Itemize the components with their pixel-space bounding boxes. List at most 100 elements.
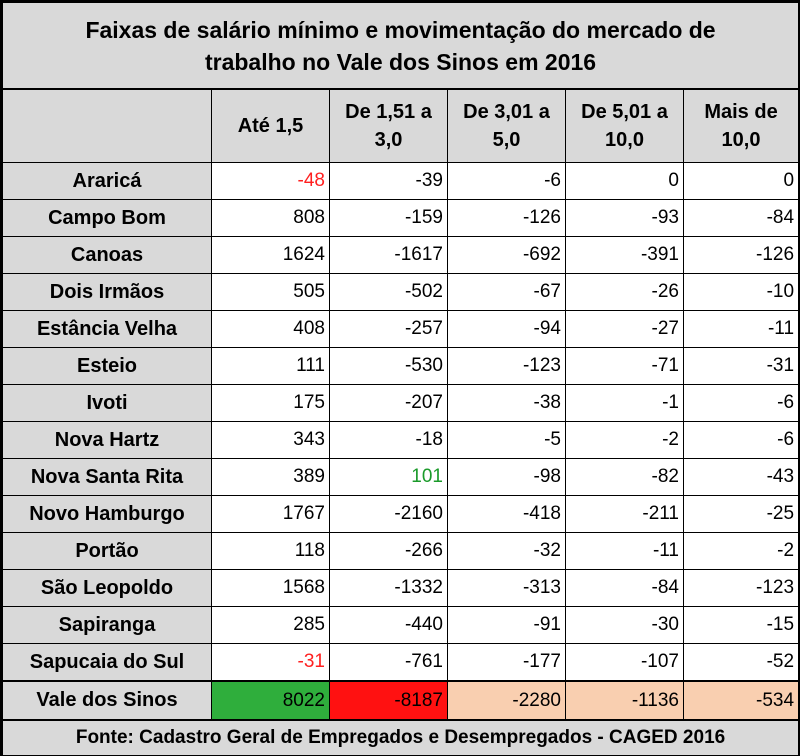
table-cell: 1568 bbox=[211, 569, 330, 607]
table-row: Estância Velha 408 -257 -94 -27 -11 bbox=[2, 310, 800, 348]
table-cell: -6 bbox=[447, 162, 566, 200]
row-label: Canoas bbox=[2, 236, 212, 274]
table-cell: -32 bbox=[447, 532, 566, 570]
table-row: Sapiranga 285 -440 -91 -30 -15 bbox=[2, 606, 800, 644]
table-cell: -31 bbox=[682, 347, 800, 385]
table-title: Faixas de salário mínimo e movimentação … bbox=[1, 2, 800, 90]
table-cell: 118 bbox=[211, 532, 330, 570]
row-label: Nova Santa Rita bbox=[2, 458, 212, 496]
table-cell: -84 bbox=[565, 569, 684, 607]
table-cell: -257 bbox=[329, 310, 448, 348]
table-cell: 111 bbox=[211, 347, 330, 385]
table-cell: -2 bbox=[565, 421, 684, 459]
total-cell: -534 bbox=[682, 680, 800, 721]
table-cell: -84 bbox=[682, 199, 800, 237]
table-cell: -692 bbox=[447, 236, 566, 274]
table-cell: -52 bbox=[682, 643, 800, 682]
row-label: Dois Irmãos bbox=[2, 273, 212, 311]
table-cell: 0 bbox=[682, 162, 800, 200]
table-cell: -440 bbox=[329, 606, 448, 644]
header-row: Até 1,5 De 1,51 a 3,0 De 3,01 a 5,0 De 5… bbox=[2, 88, 800, 163]
table-cell: -6 bbox=[682, 384, 800, 422]
row-label: São Leopoldo bbox=[2, 569, 212, 607]
column-header: Até 1,5 bbox=[211, 88, 330, 163]
row-label: Esteio bbox=[2, 347, 212, 385]
table-cell: -123 bbox=[682, 569, 800, 607]
table-cell: 1624 bbox=[211, 236, 330, 274]
table-cell: -91 bbox=[447, 606, 566, 644]
table-cell: -43 bbox=[682, 458, 800, 496]
table-cell: -266 bbox=[329, 532, 448, 570]
table-cell: -761 bbox=[329, 643, 448, 682]
table-cell: -11 bbox=[682, 310, 800, 348]
table-cell: -418 bbox=[447, 495, 566, 533]
row-label: Portão bbox=[2, 532, 212, 570]
table-row: Dois Irmãos 505 -502 -67 -26 -10 bbox=[2, 273, 800, 311]
table-cell: -15 bbox=[682, 606, 800, 644]
table-cell: -391 bbox=[565, 236, 684, 274]
table-cell: -126 bbox=[447, 199, 566, 237]
table-cell: 343 bbox=[211, 421, 330, 459]
table-row: Esteio 111 -530 -123 -71 -31 bbox=[2, 347, 800, 385]
table-cell: -207 bbox=[329, 384, 448, 422]
title-line-1: Faixas de salário mínimo e movimentação … bbox=[85, 16, 716, 43]
table-cell: 505 bbox=[211, 273, 330, 311]
table-cell: 101 bbox=[329, 458, 448, 496]
table-cell: 408 bbox=[211, 310, 330, 348]
table-cell: -94 bbox=[447, 310, 566, 348]
table-cell: -38 bbox=[447, 384, 566, 422]
table-cell: -82 bbox=[565, 458, 684, 496]
table-cell: -177 bbox=[447, 643, 566, 682]
table-cell: -10 bbox=[682, 273, 800, 311]
table-row: Portão 118 -266 -32 -11 -2 bbox=[2, 532, 800, 570]
table-row: São Leopoldo 1568 -1332 -313 -84 -123 bbox=[2, 569, 800, 607]
table-cell: 1767 bbox=[211, 495, 330, 533]
row-label: Nova Hartz bbox=[2, 421, 212, 459]
row-label: Sapucaia do Sul bbox=[2, 643, 212, 682]
table-cell: -31 bbox=[211, 643, 330, 682]
row-label: Ivoti bbox=[2, 384, 212, 422]
table-cell: -27 bbox=[565, 310, 684, 348]
total-cell: -8187 bbox=[329, 680, 448, 721]
table-cell: -25 bbox=[682, 495, 800, 533]
table-cell: -26 bbox=[565, 273, 684, 311]
source-footnote: Fonte: Cadastro Geral de Empregados e De… bbox=[1, 719, 800, 756]
table-cell: -6 bbox=[682, 421, 800, 459]
table-cell: -2 bbox=[682, 532, 800, 570]
total-row: Vale dos Sinos 8022 -8187 -2280 -1136 -5… bbox=[2, 680, 800, 721]
table-cell: -126 bbox=[682, 236, 800, 274]
table-row: Araricá -48 -39 -6 0 0 bbox=[2, 162, 800, 200]
table-row: Nova Santa Rita 389 101 -98 -82 -43 bbox=[2, 458, 800, 496]
table-row: Nova Hartz 343 -18 -5 -2 -6 bbox=[2, 421, 800, 459]
table-cell: 0 bbox=[565, 162, 684, 200]
table-cell: 389 bbox=[211, 458, 330, 496]
total-cell: -1136 bbox=[565, 680, 684, 721]
row-label: Campo Bom bbox=[2, 199, 212, 237]
table-cell: -71 bbox=[565, 347, 684, 385]
total-label: Vale dos Sinos bbox=[2, 680, 212, 721]
table-cell: -98 bbox=[447, 458, 566, 496]
title-line-2: trabalho no Vale dos Sinos em 2016 bbox=[204, 48, 597, 75]
table-cell: -93 bbox=[565, 199, 684, 237]
header-corner bbox=[2, 88, 212, 163]
table-row: Sapucaia do Sul -31 -761 -177 -107 -52 bbox=[2, 643, 800, 682]
table-cell: -211 bbox=[565, 495, 684, 533]
table-cell: -48 bbox=[211, 162, 330, 200]
table-cell: -18 bbox=[329, 421, 448, 459]
column-header: Mais de 10,0 bbox=[682, 88, 800, 163]
column-header: De 3,01 a 5,0 bbox=[447, 88, 566, 163]
table-cell: -530 bbox=[329, 347, 448, 385]
total-cell: 8022 bbox=[211, 680, 330, 721]
table-cell: -39 bbox=[329, 162, 448, 200]
table-row: Novo Hamburgo 1767 -2160 -418 -211 -25 bbox=[2, 495, 800, 533]
table-cell: -159 bbox=[329, 199, 448, 237]
row-label: Sapiranga bbox=[2, 606, 212, 644]
table-row: Canoas 1624 -1617 -692 -391 -126 bbox=[2, 236, 800, 274]
table-row: Ivoti 175 -207 -38 -1 -6 bbox=[2, 384, 800, 422]
table-cell: -67 bbox=[447, 273, 566, 311]
row-label: Araricá bbox=[2, 162, 212, 200]
table-cell: -1 bbox=[565, 384, 684, 422]
table-cell: 808 bbox=[211, 199, 330, 237]
table-cell: -313 bbox=[447, 569, 566, 607]
